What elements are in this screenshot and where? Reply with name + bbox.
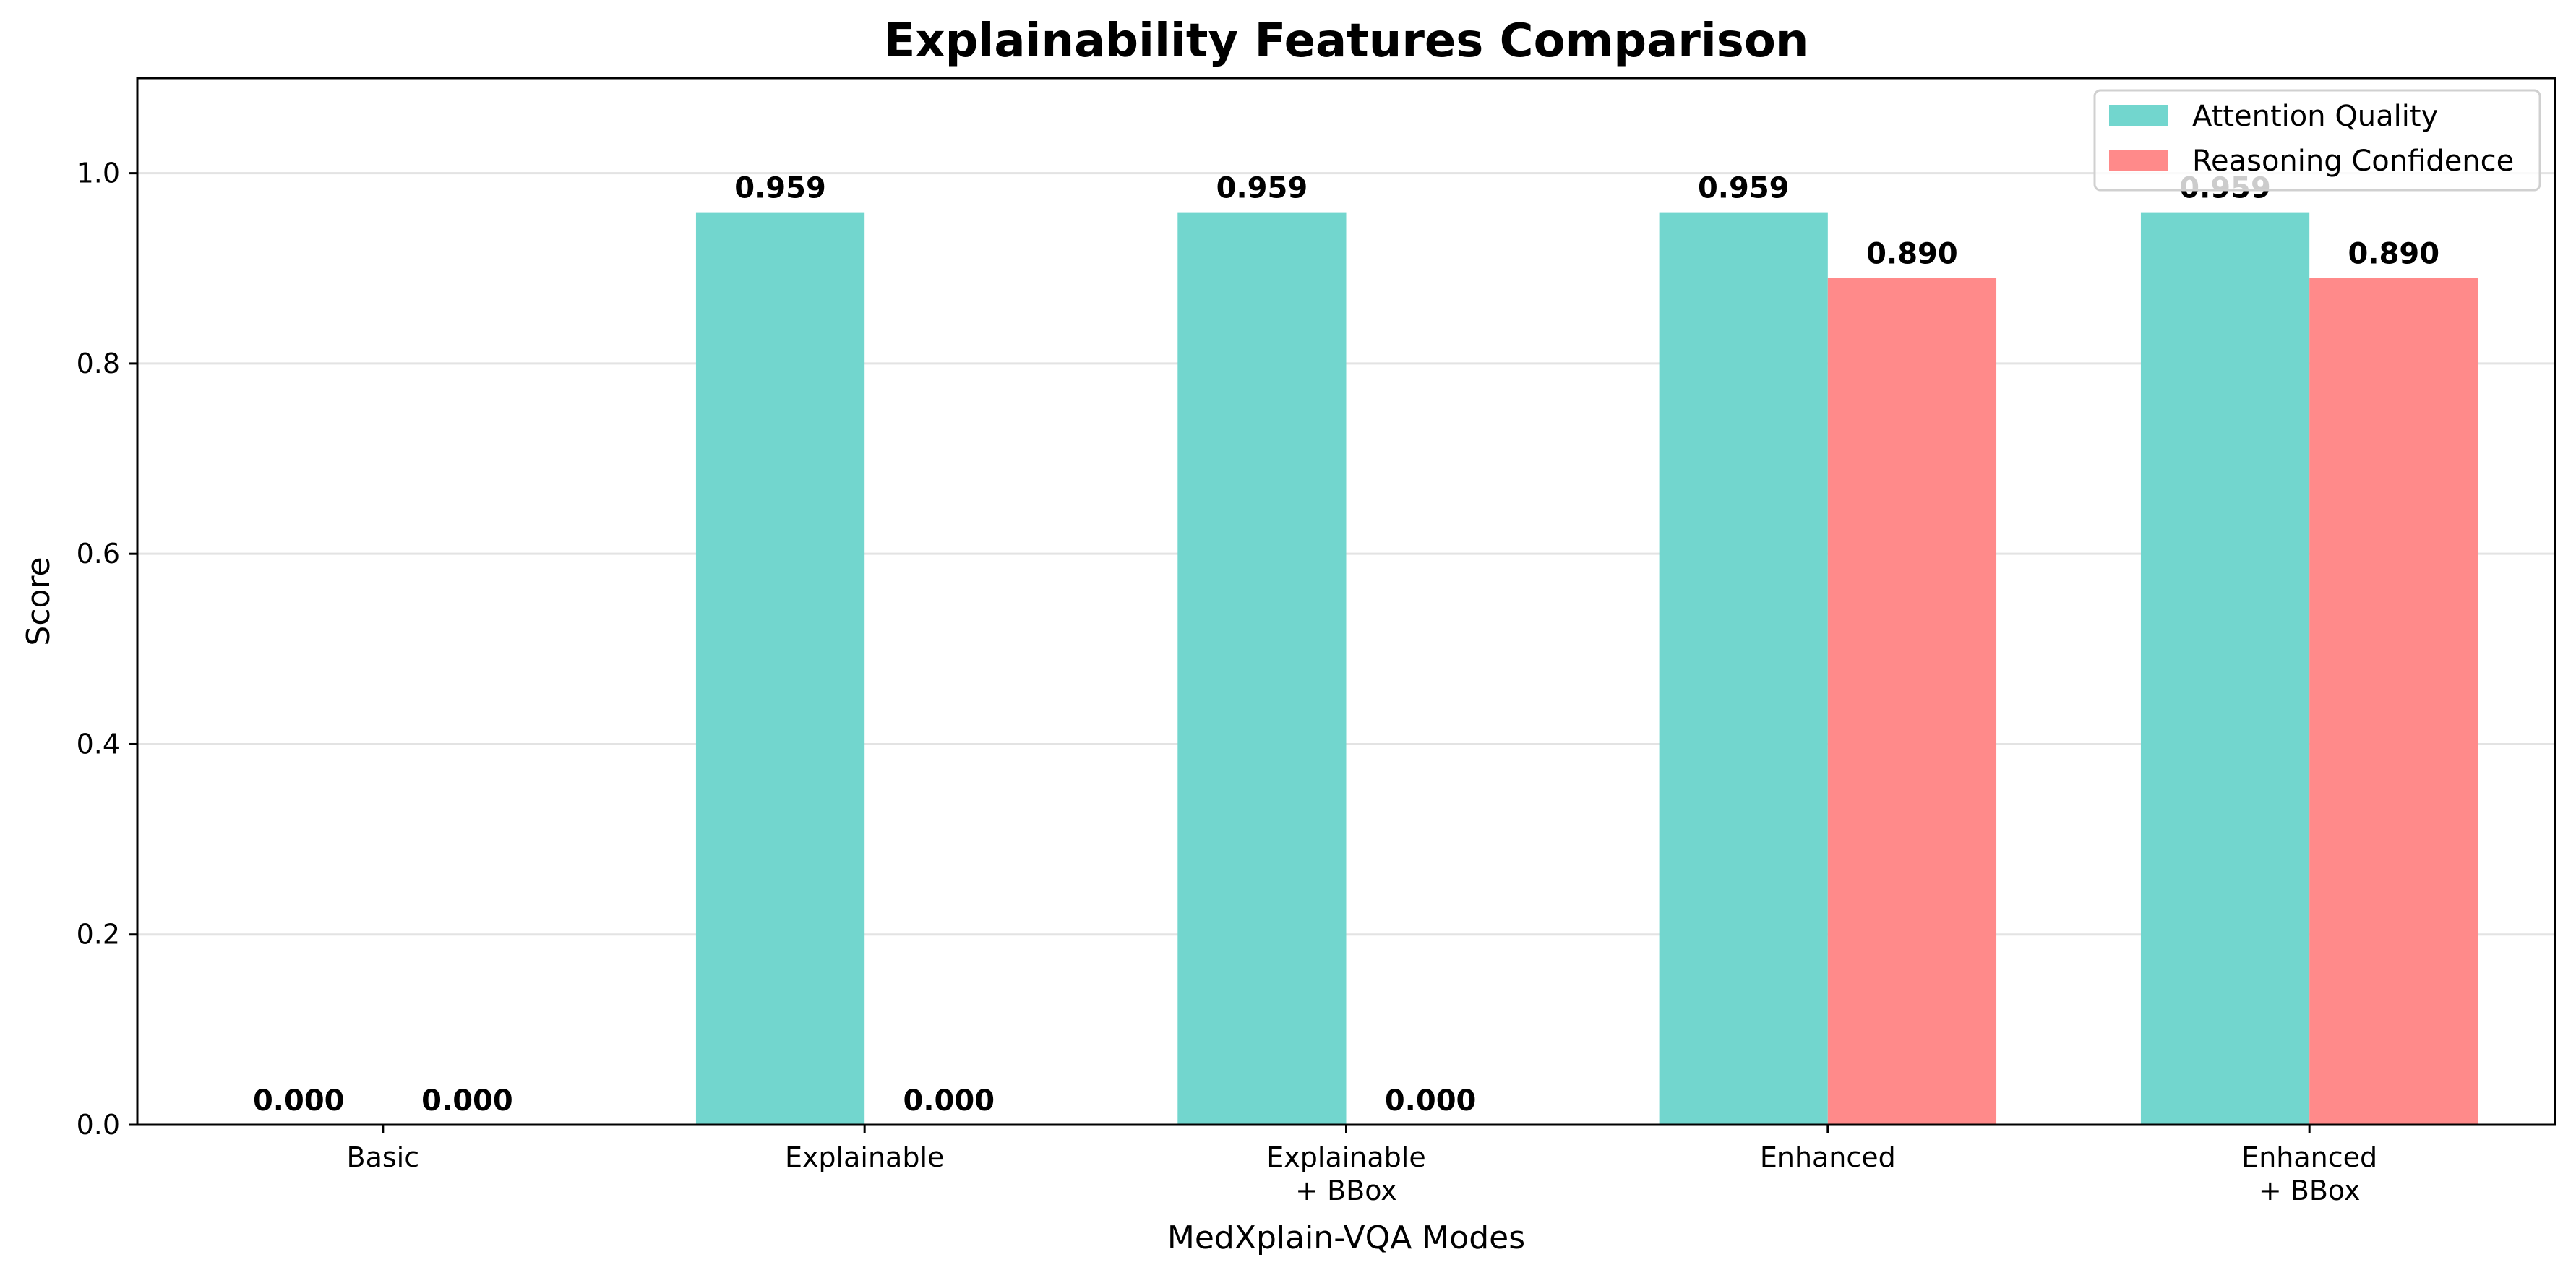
y-tick-label: 0.2	[77, 919, 120, 951]
bars	[695, 212, 2478, 1125]
y-tick-label: 0.8	[77, 348, 120, 379]
legend-label: Attention Quality	[2192, 100, 2438, 133]
y-axis-label: Score	[20, 557, 57, 646]
legend-label: Reasoning Confidence	[2192, 145, 2514, 178]
bar-value-label: 0.000	[421, 1084, 513, 1118]
bar-value-label: 0.890	[2348, 237, 2440, 270]
bar-value-label: 0.000	[903, 1084, 995, 1118]
y-tick-label: 0.0	[77, 1109, 120, 1141]
bar-value-label: 0.890	[1866, 237, 1958, 270]
bar-reasoning-confidence	[1827, 278, 1997, 1125]
y-tick-label: 1.0	[77, 158, 120, 189]
axis-ticks: 0.0 0.2 0.4 0.6 0.8 1.0 Basic Explainable Explai…	[77, 158, 2378, 1206]
bar-attention-quality	[1177, 212, 1347, 1125]
x-tick-label: + BBox	[2259, 1175, 2361, 1206]
bar-value-label: 0.000	[1385, 1084, 1477, 1118]
x-tick-label: Explainable	[1266, 1141, 1425, 1173]
x-tick-label: Enhanced	[2241, 1141, 2377, 1173]
bar-attention-quality	[2140, 212, 2310, 1125]
x-tick-label: + BBox	[1295, 1175, 1397, 1206]
legend-swatch	[2109, 150, 2168, 171]
bar-attention-quality	[1659, 212, 1828, 1125]
bar-value-label: 0.959	[1216, 172, 1308, 205]
bar-reasoning-confidence	[2309, 278, 2478, 1125]
x-tick-label: Basic	[347, 1141, 420, 1173]
x-tick-label: Enhanced	[1760, 1141, 1896, 1173]
chart-title: Explainability Features Comparison	[884, 14, 1809, 68]
x-axis-label: MedXplain-VQA Modes	[1167, 1219, 1525, 1256]
bar-value-label: 0.959	[734, 172, 826, 205]
bar-value-label: 0.959	[1698, 172, 1790, 205]
bar-attention-quality	[695, 212, 865, 1125]
legend-swatch	[2109, 105, 2168, 126]
y-tick-label: 0.6	[77, 538, 120, 570]
y-tick-label: 0.4	[77, 728, 120, 760]
bar-value-label: 0.000	[253, 1084, 345, 1118]
legend: Attention Quality Reasoning Confidence	[2093, 89, 2541, 192]
legend-box	[2093, 89, 2541, 192]
x-tick-label: Explainable	[785, 1141, 944, 1173]
